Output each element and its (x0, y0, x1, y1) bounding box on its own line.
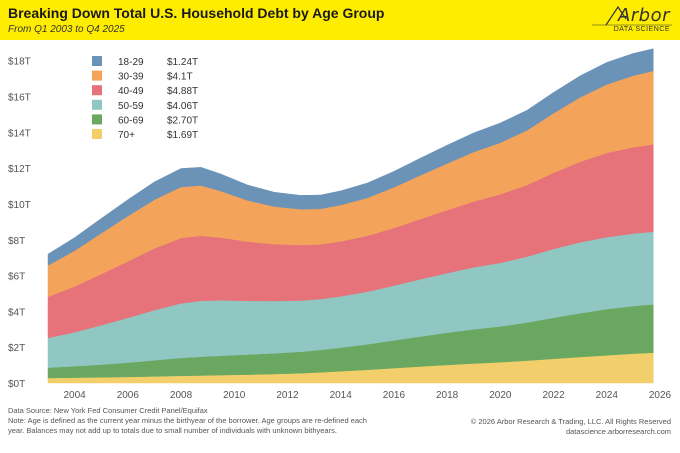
footer-credits: © 2026 Arbor Research & Trading, LLC. Al… (471, 417, 671, 437)
y-tick-label: $10T (8, 200, 31, 211)
legend-value: $2.70T (167, 115, 198, 126)
legend-value: $1.24T (167, 57, 198, 68)
legend: 18-29 $1.24T 30-39 $4.1T 40-49 $4.88T 50-59 $4.… (92, 56, 198, 141)
y-tick-label: $0T (8, 379, 25, 390)
footer-notes: Data Source: New York Fed Consumer Credi… (8, 406, 368, 436)
title-banner: Breaking Down Total U.S. Household Debt … (0, 0, 680, 40)
x-tick-label: 2004 (63, 390, 86, 401)
x-tick-label: 2026 (649, 390, 672, 401)
x-tick-label: 2012 (276, 390, 299, 401)
legend-swatch (92, 85, 102, 96)
legend-value: $4.1T (167, 72, 193, 83)
chart-subtitle: From Q1 2003 to Q4 2025 (8, 24, 125, 35)
y-axis: $0T $2T $4T $6T $8T $10T $12T $14T $16T $18T (8, 57, 31, 390)
x-tick-label: 2018 (436, 390, 459, 401)
area-18-29 (47, 48, 654, 266)
legend-swatch (92, 99, 102, 110)
website-link[interactable]: datascience.arborresearch.com (565, 427, 671, 436)
y-tick-label: $4T (8, 307, 25, 318)
x-tick-label: 2010 (223, 390, 246, 401)
footnote: Note: Age is defined as the current year… (8, 416, 367, 435)
legend-swatch (92, 56, 102, 66)
logo-swoosh-icon (592, 5, 672, 26)
legend-value: $4.88T (167, 86, 198, 97)
legend-label: 18-29 (118, 57, 144, 68)
legend-label: 40-49 (118, 86, 144, 97)
y-tick-label: $16T (8, 93, 31, 104)
x-tick-label: 2016 (383, 390, 406, 401)
y-tick-label: $12T (8, 164, 31, 175)
legend-label: 60-69 (118, 115, 144, 126)
legend-label: 50-59 (118, 101, 144, 112)
y-tick-label: $18T (8, 57, 31, 68)
logo-word: Arbor (617, 5, 670, 26)
legend-swatch (92, 70, 102, 81)
area-layers (47, 48, 654, 384)
x-tick-label: 2024 (596, 390, 619, 401)
y-tick-label: $6T (8, 272, 25, 283)
copyright: © 2026 Arbor Research & Trading, LLC. Al… (470, 417, 671, 426)
legend-value: $4.06T (167, 101, 198, 112)
legend-value: $1.69T (167, 130, 198, 141)
y-tick-label: $14T (8, 128, 31, 139)
stacked-area-chart: $0T $2T $4T $6T $8T $10T $12T $14T $16T $18T 2004… (8, 48, 672, 401)
y-tick-label: $2T (8, 343, 25, 354)
legend-swatch (92, 129, 102, 139)
legend-label: 70+ (118, 130, 135, 141)
chart-title: Breaking Down Total U.S. Household Debt … (8, 5, 385, 21)
data-source: Data Source: New York Fed Consumer Credi… (8, 406, 208, 415)
arbor-logo: Arbor DATA SCIENCE (592, 3, 672, 37)
y-tick-label: $8T (8, 236, 25, 247)
x-tick-label: 2006 (117, 390, 140, 401)
legend-label: 30-39 (118, 72, 144, 83)
legend-swatch (92, 114, 102, 125)
x-axis: 2004 2006 2008 2010 2012 2014 2016 2018 2020 2022… (63, 390, 671, 401)
x-tick-label: 2022 (542, 390, 565, 401)
x-tick-label: 2020 (489, 390, 512, 401)
x-tick-label: 2008 (170, 390, 193, 401)
x-tick-label: 2014 (330, 390, 353, 401)
logo-subtext: DATA SCIENCE (613, 26, 670, 33)
